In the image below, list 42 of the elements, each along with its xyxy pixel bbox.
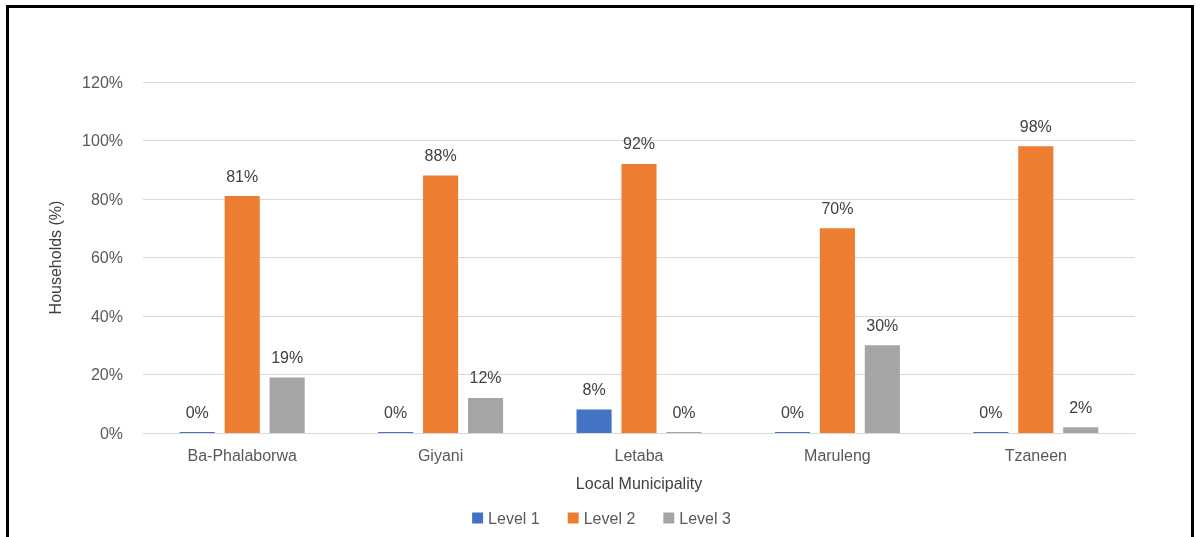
x-tick-label: Maruleng bbox=[804, 446, 871, 464]
bar bbox=[467, 397, 504, 433]
data-label: 81% bbox=[226, 167, 259, 185]
y-tick-label: 60% bbox=[90, 249, 123, 266]
bar bbox=[423, 175, 459, 433]
y-tick-label: 0% bbox=[99, 424, 123, 442]
data-label: 12% bbox=[469, 369, 502, 387]
y-axis-title: Households (%) bbox=[46, 200, 64, 315]
data-label: 88% bbox=[424, 147, 457, 165]
data-label: 0% bbox=[185, 403, 209, 421]
data-label: 30% bbox=[866, 316, 899, 334]
bar bbox=[621, 163, 657, 433]
data-label: 0% bbox=[672, 403, 696, 421]
legend-label: Level 2 bbox=[583, 509, 636, 527]
legend-label: Level 3 bbox=[679, 509, 731, 527]
bar bbox=[576, 409, 612, 433]
data-label: 0% bbox=[780, 403, 805, 421]
data-label: 0% bbox=[384, 403, 408, 421]
data-label: 92% bbox=[622, 135, 656, 153]
y-tick-label: 40% bbox=[90, 307, 123, 325]
data-label: 98% bbox=[1019, 117, 1052, 135]
y-tick-label: 20% bbox=[90, 366, 123, 383]
x-axis-title: Local Municipality bbox=[575, 474, 703, 492]
x-tick-label: Giyani bbox=[417, 446, 464, 464]
data-label: 0% bbox=[979, 403, 1003, 421]
y-tick-label: 120% bbox=[82, 73, 123, 91]
bar bbox=[269, 377, 305, 433]
x-tick-label: Letaba bbox=[614, 446, 664, 464]
y-tick-label: 80% bbox=[90, 190, 123, 208]
data-label: 8% bbox=[582, 381, 606, 399]
legend-label: Level 1 bbox=[488, 509, 540, 527]
bar bbox=[224, 196, 260, 433]
x-tick-label: Tzaneen bbox=[1004, 446, 1067, 464]
x-tick-label: Ba-Phalaborwa bbox=[187, 446, 297, 464]
data-label: 2% bbox=[1069, 398, 1093, 416]
y-tick-label: 100% bbox=[82, 132, 123, 149]
data-label: 19% bbox=[271, 348, 304, 366]
data-label: 70% bbox=[821, 199, 854, 217]
bar bbox=[819, 228, 855, 433]
bar bbox=[1063, 427, 1099, 433]
bar bbox=[1018, 146, 1054, 433]
bar bbox=[864, 345, 900, 433]
